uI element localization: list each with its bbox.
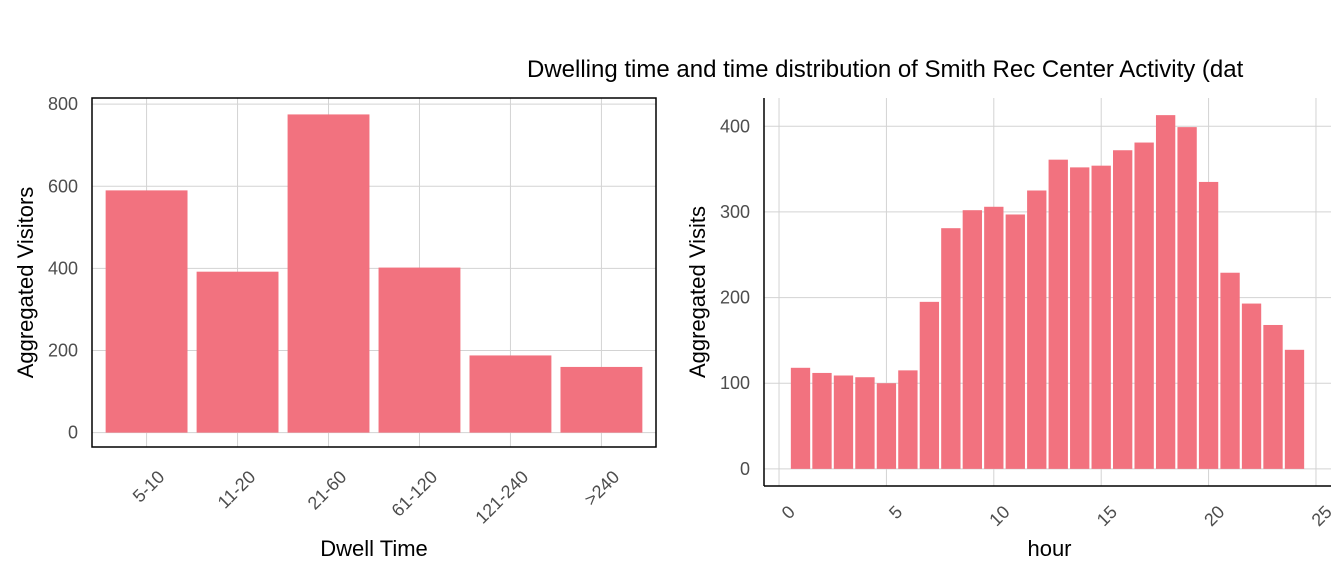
x-tick-label: 15 <box>1093 502 1121 530</box>
bar <box>1048 159 1068 469</box>
bar <box>1113 150 1133 469</box>
bar <box>105 190 188 433</box>
panel-border <box>91 97 657 448</box>
bar <box>1005 214 1025 469</box>
x-tick-label: 20 <box>1200 502 1228 530</box>
bar <box>1134 142 1154 469</box>
x-tick-label: 25 <box>1308 502 1336 530</box>
bar <box>1155 115 1176 469</box>
x-tick-label: 10 <box>985 502 1013 530</box>
bar <box>1091 165 1111 469</box>
bar <box>941 228 961 469</box>
bar <box>962 210 982 469</box>
y-tick-label: 0 <box>68 423 78 443</box>
bar <box>1070 167 1090 469</box>
y-tick-label: 0 <box>740 459 750 479</box>
x-axis-label: Dwell Time <box>320 536 428 561</box>
bar <box>790 367 811 469</box>
y-tick-label: 400 <box>48 258 78 278</box>
bar <box>1177 127 1197 469</box>
bar <box>1284 349 1305 469</box>
y-axis-label: Aggregated Visitors <box>13 187 38 379</box>
y-tick-label: 200 <box>720 288 750 308</box>
bar <box>898 370 918 469</box>
x-axis-label: hour <box>1027 536 1071 561</box>
bar <box>469 355 552 433</box>
y-tick-label: 800 <box>48 94 78 114</box>
bar <box>378 267 461 433</box>
bar <box>855 377 875 469</box>
bar <box>560 366 643 433</box>
bar <box>1027 190 1047 469</box>
y-axis-label: Aggregated Visits <box>685 206 710 378</box>
bar <box>196 271 279 433</box>
bar <box>984 206 1004 469</box>
bar <box>812 372 832 469</box>
bar <box>833 375 854 469</box>
bar <box>1241 303 1262 469</box>
y-tick-label: 400 <box>720 116 750 136</box>
bar <box>1220 272 1240 469</box>
x-tick-label: 0 <box>778 502 799 523</box>
y-tick-label: 100 <box>720 373 750 393</box>
x-tick-label: 5 <box>885 502 906 523</box>
bar <box>1198 181 1219 469</box>
bar <box>287 114 370 433</box>
figure-title: Dwelling time and time distribution of S… <box>527 56 1244 83</box>
y-tick-label: 200 <box>48 341 78 361</box>
bar <box>1263 324 1283 469</box>
bar <box>876 383 897 469</box>
bar <box>919 301 940 469</box>
y-tick-label: 300 <box>720 202 750 222</box>
y-tick-label: 600 <box>48 176 78 196</box>
